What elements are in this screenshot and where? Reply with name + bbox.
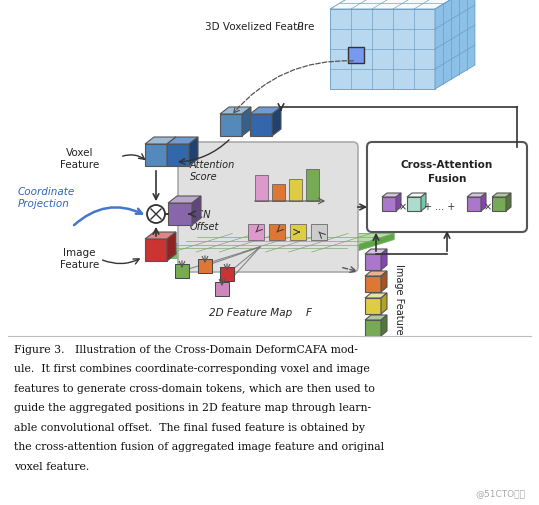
Bar bbox=[255, 176, 268, 201]
Polygon shape bbox=[365, 276, 381, 292]
Text: DCN
Offset: DCN Offset bbox=[190, 210, 219, 231]
Polygon shape bbox=[467, 197, 481, 212]
Text: 3D Voxelized Feature: 3D Voxelized Feature bbox=[205, 22, 317, 32]
Text: ule.  It first combines coordinate-corresponding voxel and image: ule. It first combines coordinate-corres… bbox=[14, 364, 370, 374]
Polygon shape bbox=[272, 108, 281, 137]
Text: Image
Feature: Image Feature bbox=[60, 247, 99, 269]
Polygon shape bbox=[506, 193, 511, 212]
Text: able convolutional offset.  The final fused feature is obtained by: able convolutional offset. The final fus… bbox=[14, 422, 365, 432]
Text: F: F bbox=[306, 308, 312, 317]
Polygon shape bbox=[365, 249, 387, 255]
Polygon shape bbox=[365, 316, 387, 320]
Bar bbox=[269, 225, 285, 240]
Polygon shape bbox=[381, 272, 387, 292]
Polygon shape bbox=[220, 115, 242, 137]
FancyBboxPatch shape bbox=[178, 143, 358, 273]
Bar bbox=[198, 260, 212, 274]
Polygon shape bbox=[330, 0, 475, 10]
Polygon shape bbox=[335, 234, 394, 259]
Text: Image Feature: Image Feature bbox=[394, 263, 404, 334]
Text: P: P bbox=[296, 22, 302, 32]
Polygon shape bbox=[381, 293, 387, 315]
Polygon shape bbox=[167, 138, 176, 167]
Text: ×: × bbox=[484, 201, 492, 212]
Polygon shape bbox=[421, 193, 426, 212]
Polygon shape bbox=[365, 298, 381, 315]
Circle shape bbox=[147, 206, 165, 224]
Bar bbox=[215, 282, 229, 296]
Text: Figure 3.   Illustration of the Cross-Domain DeformCAFA mod-: Figure 3. Illustration of the Cross-Doma… bbox=[14, 344, 358, 355]
Polygon shape bbox=[145, 145, 167, 167]
Polygon shape bbox=[407, 197, 421, 212]
Text: @51CTO博客: @51CTO博客 bbox=[475, 488, 525, 497]
Bar bbox=[289, 180, 302, 201]
Text: + ... +: + ... + bbox=[424, 201, 455, 212]
Polygon shape bbox=[382, 193, 401, 197]
Polygon shape bbox=[381, 316, 387, 336]
Bar bbox=[248, 225, 264, 240]
Polygon shape bbox=[145, 239, 167, 262]
Polygon shape bbox=[192, 196, 201, 226]
Polygon shape bbox=[330, 10, 435, 90]
Text: 2D Feature Map: 2D Feature Map bbox=[209, 308, 295, 317]
Polygon shape bbox=[492, 193, 511, 197]
Polygon shape bbox=[189, 138, 198, 167]
Polygon shape bbox=[365, 255, 381, 271]
Polygon shape bbox=[150, 234, 394, 252]
Polygon shape bbox=[167, 138, 198, 145]
Polygon shape bbox=[145, 232, 176, 239]
Polygon shape bbox=[167, 145, 189, 167]
Polygon shape bbox=[250, 108, 281, 115]
Polygon shape bbox=[381, 249, 387, 271]
Bar bbox=[272, 185, 285, 201]
Polygon shape bbox=[396, 193, 401, 212]
FancyArrowPatch shape bbox=[74, 208, 142, 226]
Text: ×: × bbox=[399, 201, 407, 212]
Text: Attention
Score: Attention Score bbox=[190, 160, 235, 181]
Text: guide the aggregated positions in 2D feature map through learn-: guide the aggregated positions in 2D fea… bbox=[14, 402, 371, 413]
FancyBboxPatch shape bbox=[367, 143, 527, 232]
Text: the cross-attention fusion of aggregated image feature and original: the cross-attention fusion of aggregated… bbox=[14, 442, 384, 451]
Polygon shape bbox=[168, 196, 201, 204]
Bar bbox=[290, 225, 306, 240]
Text: voxel feature.: voxel feature. bbox=[14, 461, 89, 471]
Polygon shape bbox=[242, 108, 251, 137]
Polygon shape bbox=[365, 272, 387, 276]
Text: Coordinate
Projection: Coordinate Projection bbox=[18, 187, 75, 209]
Polygon shape bbox=[220, 108, 251, 115]
Polygon shape bbox=[407, 193, 426, 197]
Polygon shape bbox=[145, 138, 176, 145]
Polygon shape bbox=[168, 204, 192, 226]
Bar bbox=[220, 268, 234, 281]
Polygon shape bbox=[365, 320, 381, 336]
Text: Cross-Attention
Fusion: Cross-Attention Fusion bbox=[401, 160, 493, 184]
Polygon shape bbox=[150, 252, 335, 259]
Polygon shape bbox=[250, 115, 272, 137]
Polygon shape bbox=[481, 193, 486, 212]
Polygon shape bbox=[435, 0, 475, 90]
Polygon shape bbox=[382, 197, 396, 212]
Bar bbox=[175, 265, 189, 278]
Polygon shape bbox=[167, 232, 176, 262]
Text: Voxel
Feature: Voxel Feature bbox=[60, 147, 99, 169]
Bar bbox=[306, 170, 319, 201]
Polygon shape bbox=[492, 197, 506, 212]
Polygon shape bbox=[467, 193, 486, 197]
Bar bbox=[348, 48, 364, 64]
Bar bbox=[311, 225, 327, 240]
Text: features to generate cross-domain tokens, which are then used to: features to generate cross-domain tokens… bbox=[14, 383, 375, 393]
Polygon shape bbox=[365, 293, 387, 298]
